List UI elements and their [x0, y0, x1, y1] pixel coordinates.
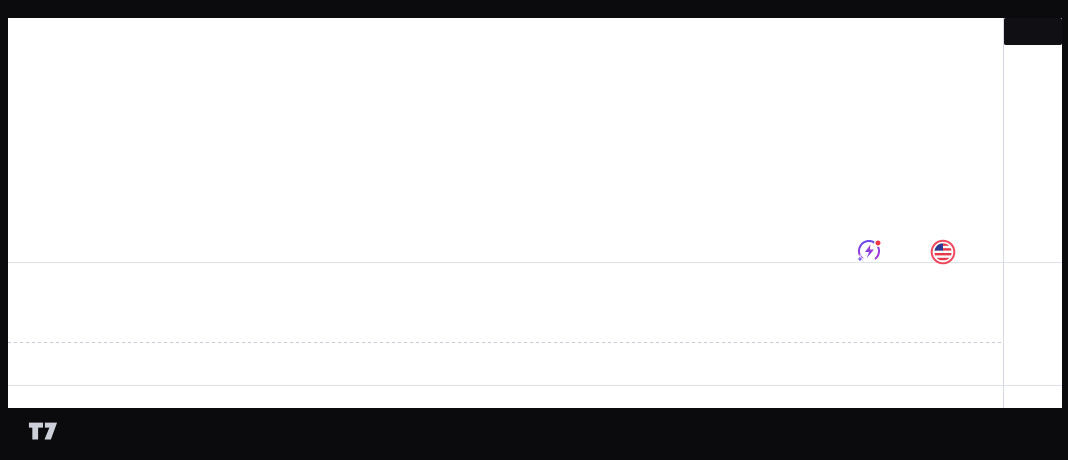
attribution-bar: [0, 0, 1068, 18]
price-scale-border: [1003, 18, 1004, 408]
pane-divider[interactable]: [8, 262, 1062, 263]
chart-card: [8, 18, 1062, 408]
price-scale[interactable]: [1003, 18, 1062, 262]
price-chart-pane[interactable]: [8, 18, 1003, 262]
tradingview-logo[interactable]: [28, 421, 65, 441]
macd-scale[interactable]: [1003, 262, 1062, 385]
time-scale[interactable]: [8, 386, 1003, 408]
time-axis-divider: [8, 385, 1062, 386]
spark-lightning-icon[interactable]: [853, 235, 885, 267]
symbol-header[interactable]: [16, 27, 23, 41]
us-flag-icon[interactable]: [930, 239, 956, 265]
footer-bar: [0, 408, 1068, 460]
tradingview-logo-mark: [28, 422, 58, 440]
macd-indicator-pane[interactable]: [8, 262, 1003, 385]
last-price-badge: [1004, 18, 1062, 45]
